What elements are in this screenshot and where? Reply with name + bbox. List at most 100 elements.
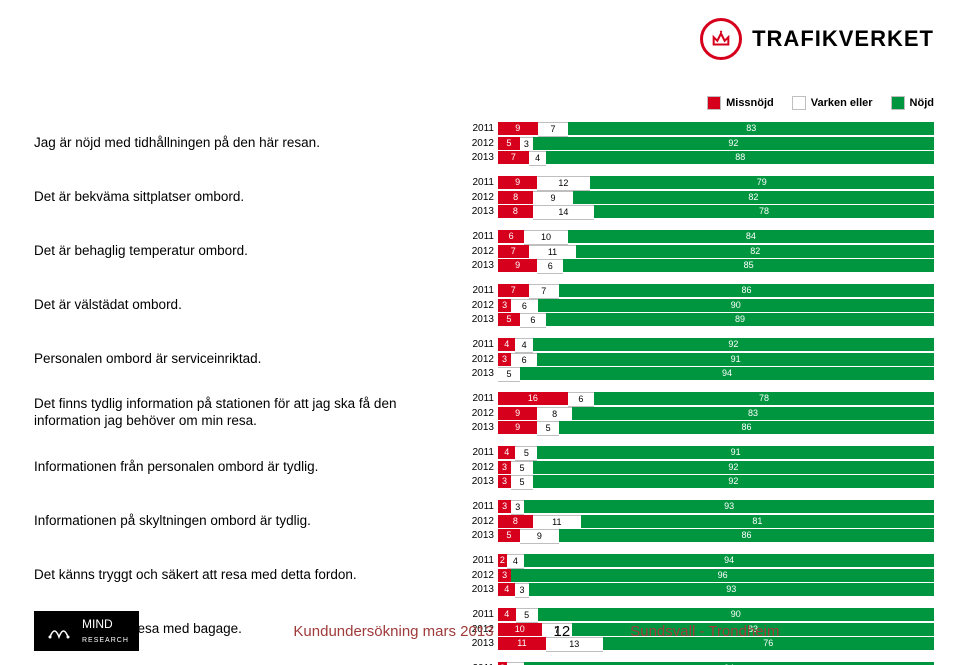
bar-segment: 8	[498, 191, 533, 204]
bar-track: 3691	[498, 353, 934, 366]
bar-segment: 14	[533, 205, 594, 220]
bar-track: 3592	[498, 475, 934, 488]
bar-segment: 3	[498, 500, 511, 513]
year-label: 2013	[462, 584, 498, 595]
bar-segment: 7	[498, 284, 529, 297]
bar-track: 16678	[498, 392, 934, 405]
question-label: Det finns tydlig information på statione…	[34, 396, 462, 430]
bar-track: 3690	[498, 299, 934, 312]
bar-segment: 5	[498, 529, 520, 542]
bar-line: 20139586	[462, 421, 934, 434]
bar-segment: 8	[498, 515, 533, 528]
bar-track: 4591	[498, 446, 934, 459]
question-row: Det är bekväma sittplatser ombord.201191…	[34, 176, 934, 218]
footer: MINDRESEARCH Kundundersökning mars 2013 …	[0, 611, 960, 651]
year-label: 2013	[462, 368, 498, 379]
question-label: Informationen från personalen ombord är …	[34, 459, 462, 476]
bar-segment: 91	[537, 446, 934, 459]
bar-segment: 85	[563, 259, 934, 272]
bar-line: 20112494	[462, 554, 934, 567]
legend-swatch	[891, 96, 905, 110]
bar-segment: 83	[568, 122, 934, 135]
question-bars: 2011166782012988320139586	[462, 392, 934, 434]
bar-line: 2013594	[462, 367, 934, 380]
bar-track: 594	[498, 367, 934, 380]
year-label: 2013	[462, 260, 498, 271]
bar-line: 201191279	[462, 176, 934, 189]
year-label: 2012	[462, 354, 498, 365]
year-label: 2013	[462, 314, 498, 325]
year-label: 2012	[462, 462, 498, 473]
bar-segment: 9	[498, 407, 537, 420]
crown-icon	[700, 18, 742, 60]
bar-segment: 9	[520, 529, 559, 544]
question-label: Det är välstädat ombord.	[34, 297, 462, 314]
bar-line: 20137488	[462, 151, 934, 164]
year-label: 2012	[462, 138, 498, 149]
bar-segment: 9	[498, 421, 537, 434]
bar-segment: 5	[498, 137, 520, 150]
question-bars: 20116108420127118220139685	[462, 230, 934, 272]
bar-segment: 9	[533, 191, 573, 206]
bar-segment: 2	[498, 554, 507, 567]
bar-segment: 92	[533, 461, 934, 474]
bar-line: 20114492	[462, 338, 934, 351]
year-label: 2012	[462, 516, 498, 527]
bar-segment: 5	[511, 461, 533, 476]
bar-segment: 3	[498, 569, 511, 582]
year-label: 2013	[462, 206, 498, 217]
bar-track: 9586	[498, 421, 934, 434]
bar-line: 20123592	[462, 461, 934, 474]
year-label: 2011	[462, 555, 498, 566]
bar-line: 20125392	[462, 137, 934, 150]
bar-segment: 4	[498, 446, 515, 459]
bar-segment: 7	[498, 151, 529, 164]
bar-segment: 94	[520, 367, 934, 380]
question-row: Informationen på skyltningen ombord är t…	[34, 500, 934, 542]
bar-track: 7488	[498, 151, 934, 164]
question-row: Personalen ombord är serviceinriktad.201…	[34, 338, 934, 380]
bar-segment: 6	[511, 299, 537, 314]
year-label: 2013	[462, 422, 498, 433]
bar-segment: 94	[524, 554, 934, 567]
bar-segment: 86	[559, 421, 934, 434]
question-label: Informationen på skyltningen ombord är t…	[34, 513, 462, 530]
bar-line: 20139685	[462, 259, 934, 272]
bar-segment: 92	[533, 475, 934, 488]
legend-swatch	[792, 96, 806, 110]
bar-segment: 90	[538, 299, 934, 312]
bar-segment: 3	[498, 353, 511, 366]
bar-line: 20123691	[462, 353, 934, 366]
question-label: Det är bekväma sittplatser ombord.	[34, 189, 462, 206]
bar-segment: 5	[515, 446, 537, 461]
year-label: 2011	[462, 339, 498, 350]
question-label: Personalen ombord är serviceinriktad.	[34, 351, 462, 368]
question-bars: 201197832012539220137488	[462, 122, 934, 164]
question-row: Jag är nöjd med tidhållningen på den här…	[34, 122, 934, 164]
footer-left: Kundundersökning mars 2013	[293, 623, 493, 640]
bar-segment: 96	[511, 569, 934, 582]
year-label: 2013	[462, 152, 498, 163]
bar-segment: 8	[537, 407, 572, 422]
year-label: 2013	[462, 530, 498, 541]
question-row: Det känns tryggt och säkert att resa med…	[34, 554, 934, 596]
bar-track: 5689	[498, 313, 934, 326]
bar-track: 61084	[498, 230, 934, 243]
bar-track: 5392	[498, 137, 934, 150]
year-label: 2011	[462, 285, 498, 296]
bar-segment: 78	[594, 205, 934, 218]
bar-segment: 4	[498, 338, 515, 351]
bar-line: 201161084	[462, 230, 934, 243]
bar-segment: 4	[498, 583, 515, 596]
bar-segment: 12	[537, 176, 589, 191]
question-row: Informationen från personalen ombord är …	[34, 446, 934, 488]
year-label: 2012	[462, 192, 498, 203]
bar-segment: 9	[498, 176, 537, 189]
question-row: Det finns tydlig information på statione…	[34, 392, 934, 434]
bar-track: 9783	[498, 122, 934, 135]
bar-segment: 4	[529, 151, 547, 166]
bar-track: 8982	[498, 191, 934, 204]
bar-segment: 84	[568, 230, 934, 243]
year-label: 2011	[462, 231, 498, 242]
legend-item: Missnöjd	[707, 96, 774, 110]
